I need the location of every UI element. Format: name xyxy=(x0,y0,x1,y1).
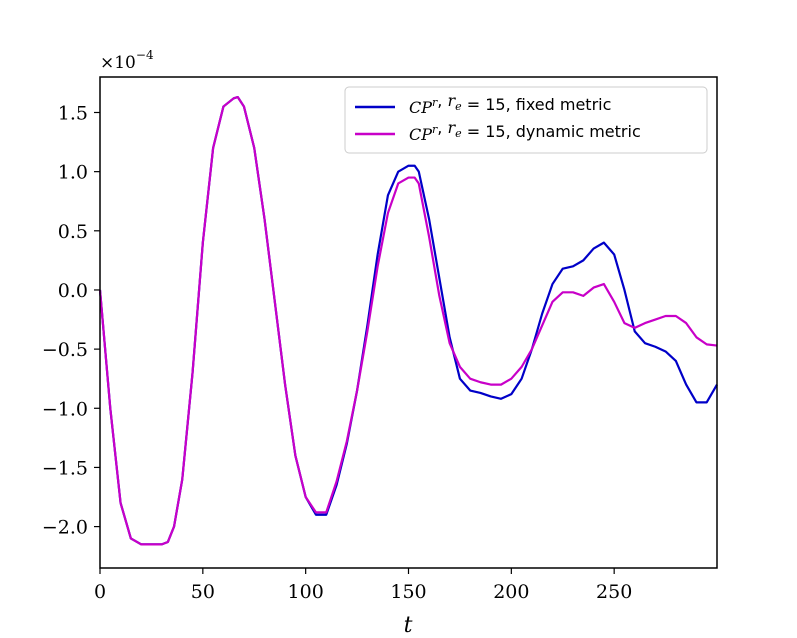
series-lines xyxy=(98,96,718,546)
y-tick-label: −0.5 xyxy=(42,339,88,361)
y-offset-label: ×10−4 xyxy=(100,48,154,73)
y-tick-label: 1.5 xyxy=(58,102,88,124)
x-axis: 0 50 100 150 200 250 xyxy=(94,568,632,603)
x-axis-label: t xyxy=(404,613,413,638)
x-tick-label: 0 xyxy=(94,581,106,603)
x-tick-label: 200 xyxy=(493,581,529,603)
x-tick-label: 100 xyxy=(288,581,324,603)
y-axis: −2.0 −1.5 −1.0 −0.5 0.0 0.5 1.0 1.5 xyxy=(42,102,100,539)
legend-box xyxy=(344,86,708,154)
x-tick-label: 250 xyxy=(596,581,632,603)
y-tick-label: −1.5 xyxy=(42,457,88,479)
y-tick-label: 0.5 xyxy=(58,221,88,243)
x-tick-label: 50 xyxy=(191,581,215,603)
y-tick-label: 0.0 xyxy=(58,280,88,302)
y-tick-label: 1.0 xyxy=(58,162,88,184)
legend-label-1: CPr, re = 15, fixed metric xyxy=(409,91,611,117)
x-tick-label: 150 xyxy=(390,581,426,603)
legend-label-2: CPr, re = 15, dynamic metric xyxy=(409,118,641,144)
y-tick-label: −1.0 xyxy=(42,398,88,420)
y-tick-label: −2.0 xyxy=(42,517,88,539)
series-line-2 xyxy=(98,96,718,546)
